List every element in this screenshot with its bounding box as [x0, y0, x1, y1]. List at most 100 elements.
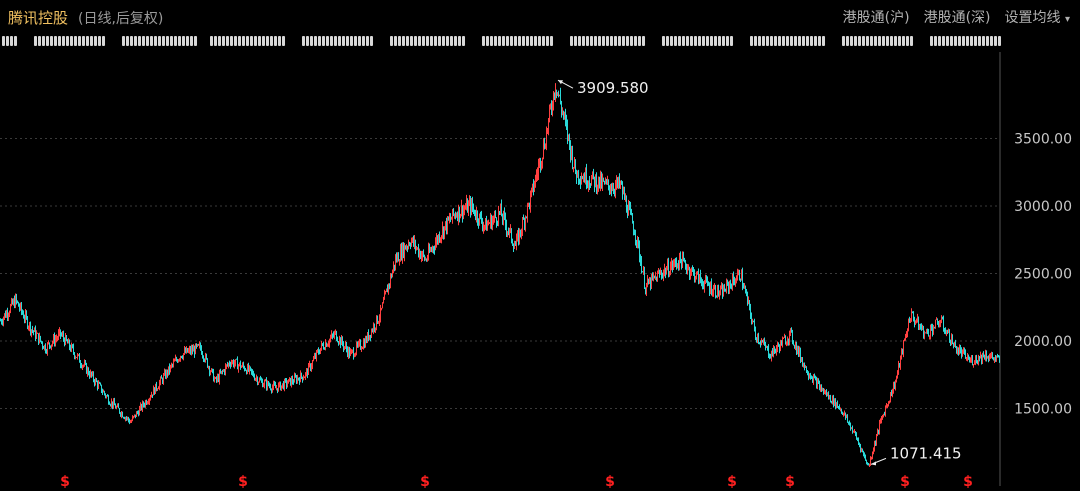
strip-glyph [266, 36, 269, 46]
strip-glyph [418, 36, 421, 46]
strip-glyph [302, 36, 305, 46]
strip-glyph [690, 36, 693, 46]
strip-glyph [938, 36, 941, 46]
strip-glyph [706, 36, 709, 46]
strip-glyph [34, 36, 37, 46]
chart-period-label: (日线,后复权) [78, 11, 164, 27]
high-price-label: 3909.580 [577, 79, 649, 97]
strip-glyph [270, 36, 273, 46]
strip-glyph [762, 36, 765, 46]
strip-glyph [878, 36, 881, 46]
strip-glyph [318, 36, 321, 46]
strip-glyph [982, 36, 985, 46]
strip-glyph [250, 36, 253, 46]
strip-glyph [526, 36, 529, 46]
dividend-marker: $ [900, 474, 910, 490]
strip-glyph [490, 36, 493, 46]
annotations: 3909.580 1071.415 [557, 79, 962, 466]
strip-glyph [858, 36, 861, 46]
strip-glyph [314, 36, 317, 46]
strip-glyph [86, 36, 89, 46]
strip-glyph [546, 36, 549, 46]
strip-glyph [934, 36, 937, 46]
strip-glyph [782, 36, 785, 46]
strip-glyph [506, 36, 509, 46]
strip-glyph [606, 36, 609, 46]
low-arrow-line [870, 457, 887, 465]
strip-glyph [2, 36, 5, 46]
strip-glyph [346, 36, 349, 46]
strip-glyph [626, 36, 629, 46]
y-tick-label: 2500.00 [1014, 267, 1072, 283]
strip-glyph [970, 36, 973, 46]
strip-glyph [818, 36, 821, 46]
strip-glyph [890, 36, 893, 46]
strip-glyph [122, 36, 125, 46]
strip-glyph [186, 36, 189, 46]
strip-glyph [930, 36, 933, 46]
header-links: 港股通(沪) 港股通(深) 设置均线 ▾ [843, 7, 1070, 27]
strip-glyph [218, 36, 221, 46]
strip-glyph [774, 36, 777, 46]
strip-glyph [74, 36, 77, 46]
grid-lines [0, 52, 1001, 486]
hk-connect-shenzhen-link[interactable]: 港股通(深) [923, 10, 991, 26]
candles [0, 83, 1000, 468]
strip-glyph [402, 36, 405, 46]
strip-glyph [998, 36, 1001, 46]
dividend-marker: $ [727, 474, 737, 490]
strip-glyph [390, 36, 393, 46]
strip-glyph [630, 36, 633, 46]
strip-glyph [822, 36, 825, 46]
strip-glyph [614, 36, 617, 46]
strip-glyph [446, 36, 449, 46]
strip-glyph [682, 36, 685, 46]
strip-glyph [162, 36, 165, 46]
strip-glyph [130, 36, 133, 46]
strip-glyph [814, 36, 817, 46]
strip-glyph [482, 36, 485, 46]
strip-glyph [430, 36, 433, 46]
strip-glyph [778, 36, 781, 46]
strip-glyph [958, 36, 961, 46]
strip-glyph [462, 36, 465, 46]
strip-glyph [458, 36, 461, 46]
ma-settings-dropdown[interactable]: 设置均线 ▾ [1005, 7, 1070, 27]
strip-glyph [882, 36, 885, 46]
strip-glyph [710, 36, 713, 46]
strip-glyph [326, 36, 329, 46]
strip-glyph [586, 36, 589, 46]
strip-glyph [38, 36, 41, 46]
strip-glyph [262, 36, 265, 46]
stock-name: 腾讯控股 [8, 9, 69, 27]
ma-settings-label: 设置均线 [1004, 10, 1061, 26]
strip-glyph [210, 36, 213, 46]
strip-glyph [702, 36, 705, 46]
strip-glyph [730, 36, 733, 46]
strip-glyph [962, 36, 965, 46]
high-arrow-head [558, 80, 563, 85]
strip-glyph [150, 36, 153, 46]
hk-connect-shanghai-link[interactable]: 港股通(沪) [842, 10, 910, 26]
strip-glyph [518, 36, 521, 46]
strip-glyph [754, 36, 757, 46]
strip-glyph [246, 36, 249, 46]
low-price-label: 1071.415 [890, 444, 962, 462]
chart-header: 腾讯控股 (日线,后复权) 港股通(沪) 港股通(深) 设置均线 ▾ [0, 0, 1080, 30]
strip-glyph [510, 36, 513, 46]
strip-glyph [610, 36, 613, 46]
strip-glyph [362, 36, 365, 46]
strip-glyph [886, 36, 889, 46]
strip-glyph [794, 36, 797, 46]
strip-glyph [686, 36, 689, 46]
strip-glyph [242, 36, 245, 46]
strip-glyph [622, 36, 625, 46]
strip-glyph [986, 36, 989, 46]
strip-glyph [54, 36, 57, 46]
strip-glyph [542, 36, 545, 46]
strip-glyph [910, 36, 913, 46]
strip-glyph [138, 36, 141, 46]
dividend-markers: $ $ $ $ $ $ $ $ [60, 474, 973, 490]
strip-glyph [694, 36, 697, 46]
